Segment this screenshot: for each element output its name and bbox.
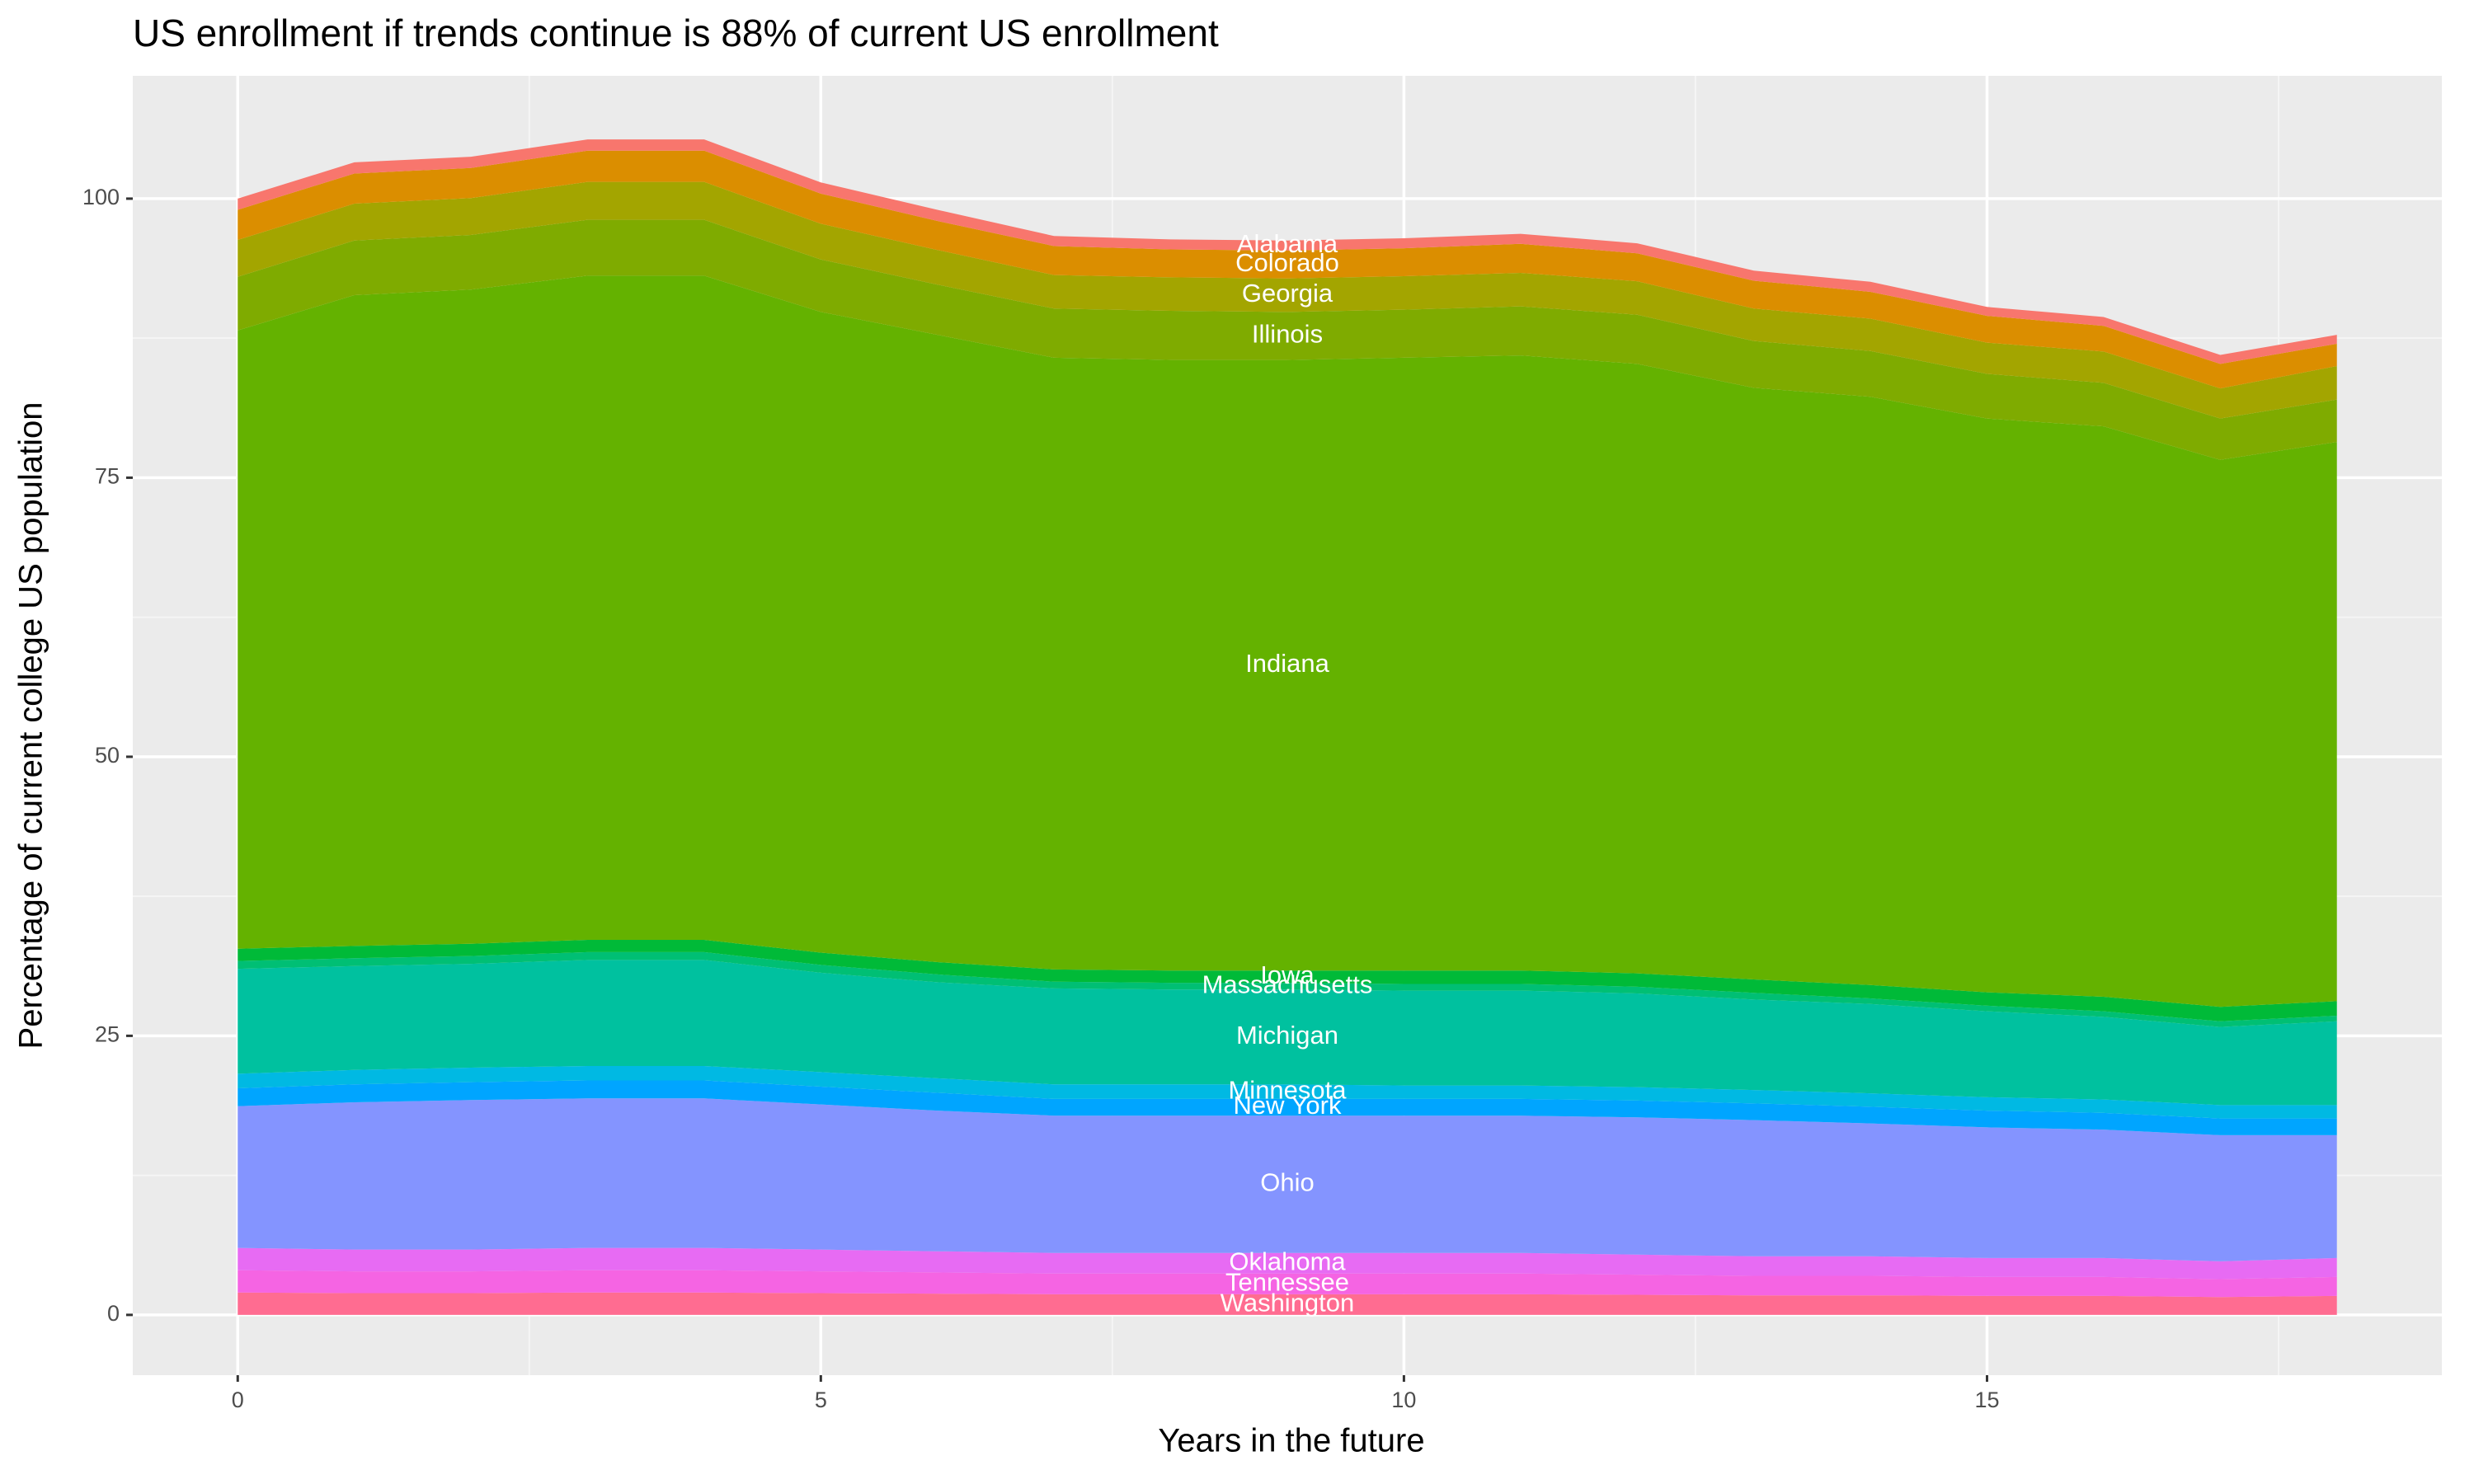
chart-title: US enrollment if trends continue is 88% … xyxy=(133,12,1219,54)
area-label: Illinois xyxy=(1252,320,1323,349)
x-tick-label: 5 xyxy=(815,1388,827,1412)
y-tick-label: 0 xyxy=(107,1301,120,1326)
area xyxy=(238,960,2337,1106)
x-axis-title: Years in the future xyxy=(1158,1423,1424,1459)
x-tick-label: 15 xyxy=(1974,1388,1999,1412)
area-label: Ohio xyxy=(1260,1168,1314,1197)
area xyxy=(238,1098,2337,1261)
y-tick-label: 50 xyxy=(95,743,120,768)
area xyxy=(238,1080,2337,1135)
y-tick-label: 25 xyxy=(95,1022,120,1047)
area-label: Washington xyxy=(1221,1289,1355,1317)
area-label: New York xyxy=(1234,1091,1342,1120)
area xyxy=(238,939,2337,1021)
area xyxy=(238,150,2337,389)
area-label: Indiana xyxy=(1245,649,1329,678)
area xyxy=(238,951,2337,1027)
x-tick-label: 0 xyxy=(232,1388,244,1412)
area-label: Minnesota xyxy=(1228,1075,1347,1104)
y-tick-label: 100 xyxy=(82,185,120,209)
area-label: Colorado xyxy=(1235,248,1339,277)
area xyxy=(238,1065,2337,1119)
area-label: Alabama xyxy=(1237,229,1338,258)
area-label: Michigan xyxy=(1236,1021,1338,1050)
area xyxy=(238,139,2337,364)
area xyxy=(238,181,2337,419)
y-axis-title: Percentage of current college US populat… xyxy=(13,402,49,1050)
area-label: Massachusetts xyxy=(1202,970,1373,998)
area-label: Iowa xyxy=(1260,960,1315,989)
area-label: Tennessee xyxy=(1225,1268,1349,1297)
area xyxy=(238,1270,2337,1298)
area xyxy=(238,219,2337,460)
area-label: Georgia xyxy=(1242,279,1333,308)
y-tick-label: 75 xyxy=(95,464,120,489)
x-tick-label: 10 xyxy=(1391,1388,1416,1412)
area xyxy=(238,275,2337,1007)
area xyxy=(238,1247,2337,1280)
area xyxy=(238,1292,2337,1315)
area-label: Oklahoma xyxy=(1229,1247,1346,1275)
